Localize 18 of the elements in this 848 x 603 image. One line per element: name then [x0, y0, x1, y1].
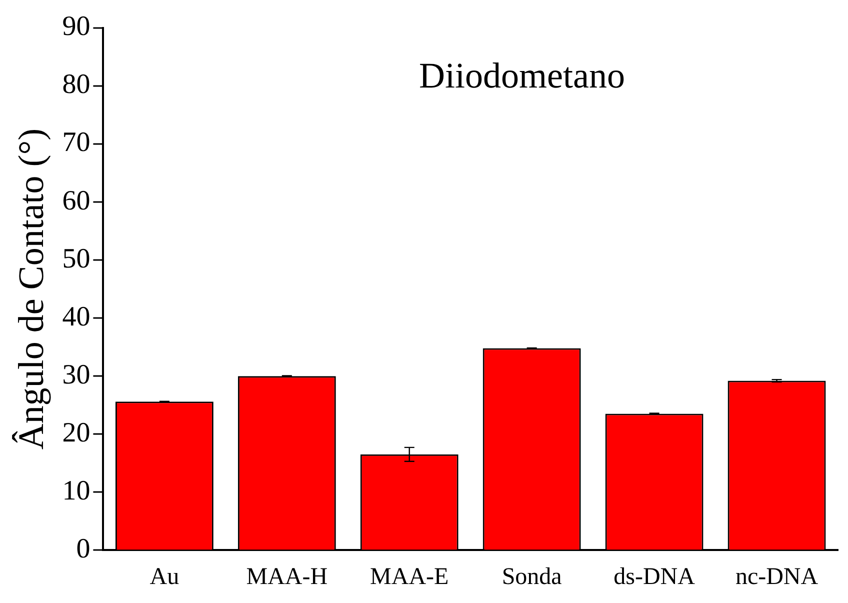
- x-tick-label: MAA-E: [370, 564, 449, 590]
- x-tick-label: Sonda: [502, 564, 562, 590]
- x-tick-label: Au: [150, 564, 180, 590]
- x-tick-label: nc-DNA: [735, 564, 819, 590]
- text: Diiodometano: [419, 55, 626, 96]
- y-tick-label: 10: [62, 476, 90, 507]
- x-tick-label: MAA-H: [246, 564, 328, 590]
- x-tick-label: ds-DNA: [614, 564, 696, 590]
- y-tick-label: 40: [62, 301, 90, 332]
- y-tick-label: 70: [62, 127, 90, 158]
- y-tick-label: 30: [62, 359, 90, 390]
- y-tick-label: 90: [62, 11, 90, 42]
- y-tick-label: 50: [62, 243, 90, 274]
- y-tick-label: 20: [62, 417, 90, 448]
- y-axis-title: Ângulo de Contato (°): [11, 128, 52, 450]
- y-tick-label: 80: [62, 69, 90, 100]
- y-tick-label: 60: [62, 185, 90, 216]
- y-tick-label: 0: [76, 534, 90, 565]
